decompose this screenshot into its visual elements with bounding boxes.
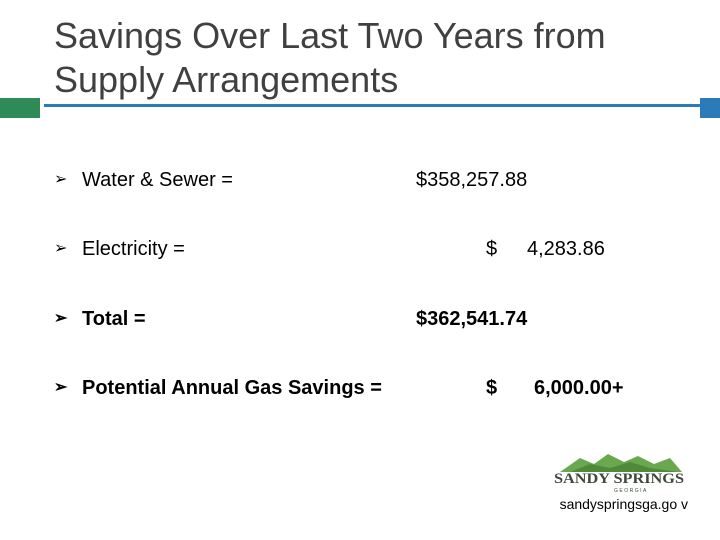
list-item-gas-savings: ➢ Potential Annual Gas Savings = $ 6,000…: [54, 373, 694, 403]
list-item-label: Potential Annual Gas Savings =: [82, 377, 382, 399]
list-item-label: Electricity =: [82, 238, 185, 260]
slide-title-line-1: Savings Over Last Two Years from: [54, 15, 606, 56]
slide-title-line-2: Supply Arrangements: [54, 59, 399, 100]
list-item-label: Total =: [82, 308, 146, 330]
title-rule-line: [44, 104, 700, 107]
logo-wordmark: SANDY SPRINGS: [554, 471, 684, 487]
list-item-value: $362,541.74: [416, 308, 528, 330]
arrow-bullet-icon: ➢: [54, 310, 68, 327]
list-item-currency: $: [486, 377, 498, 399]
arrow-bullet-icon: ➢: [54, 171, 68, 188]
title-rule-left-block: [0, 98, 40, 118]
title-rule-right-block: [700, 98, 720, 118]
footer-url: sandyspringsga.go v: [559, 496, 688, 512]
list-item-total: ➢ Total = $362,541.74: [54, 304, 694, 334]
list-item-value: $358,257.88: [416, 169, 528, 191]
list-item-electricity: ➢ Electricity = $ 4,283.86: [54, 234, 694, 264]
sandy-springs-logo-graphic: SANDY SPRINGS GEORGIA: [554, 454, 684, 494]
list-item-value: 4,283.86: [527, 238, 605, 260]
logo-subtext: GEORGIA: [614, 488, 648, 494]
slide-title: Savings Over Last Two Years from Supply …: [54, 14, 694, 102]
list-item-currency: $: [486, 238, 498, 260]
arrow-bullet-icon: ➢: [54, 240, 68, 257]
list-item-label: Water & Sewer =: [82, 169, 233, 191]
sandy-springs-logo: SANDY SPRINGS GEORGIA: [550, 450, 690, 494]
list-item-value: 6,000.00+: [534, 377, 624, 399]
list-item-water-sewer: ➢ Water & Sewer = $358,257.88: [54, 165, 694, 195]
arrow-bullet-icon: ➢: [54, 379, 68, 396]
